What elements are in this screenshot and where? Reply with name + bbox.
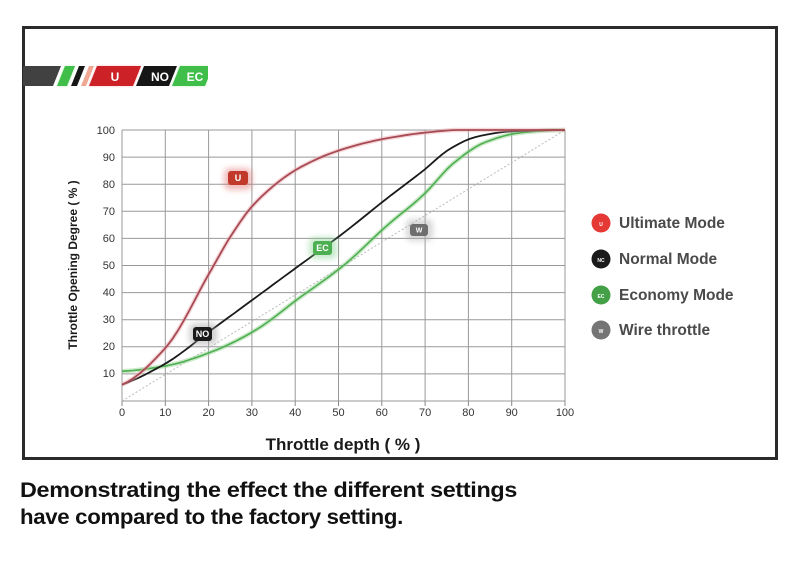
svg-text:50: 50: [332, 407, 344, 419]
svg-text:100: 100: [97, 125, 115, 137]
svg-text:40: 40: [103, 287, 115, 299]
svg-text:10: 10: [159, 407, 171, 419]
svg-text:30: 30: [103, 314, 115, 326]
svg-text:Ultimate Mode: Ultimate Mode: [619, 215, 725, 232]
svg-text:20: 20: [103, 341, 115, 353]
svg-text:Throttle Opening Degree ( % ): Throttle Opening Degree ( % ): [66, 180, 80, 349]
svg-text:Throttle depth ( % ): Throttle depth ( % ): [266, 435, 421, 454]
svg-text:80: 80: [103, 179, 115, 191]
svg-text:Normal Mode: Normal Mode: [619, 251, 718, 268]
svg-text:40: 40: [289, 407, 301, 419]
svg-text:50: 50: [103, 260, 115, 272]
svg-text:NC: NC: [597, 258, 605, 264]
svg-text:NO: NO: [196, 329, 210, 339]
svg-text:have compared to the factory s: have compared to the factory setting.: [20, 506, 403, 529]
svg-text:W: W: [599, 329, 604, 335]
svg-text:90: 90: [103, 152, 115, 164]
svg-text:W: W: [416, 228, 423, 235]
svg-text:30: 30: [246, 407, 258, 419]
svg-text:U: U: [599, 222, 603, 228]
svg-text:U: U: [235, 173, 242, 183]
svg-text:70: 70: [103, 206, 115, 218]
svg-text:Demonstrating the effect the d: Demonstrating the effect the different s…: [20, 479, 517, 502]
svg-text:Wire throttle: Wire throttle: [619, 322, 711, 339]
svg-text:100: 100: [556, 407, 574, 419]
svg-text:60: 60: [376, 407, 388, 419]
svg-text:60: 60: [103, 233, 115, 245]
svg-text:EC: EC: [316, 243, 329, 253]
svg-text:90: 90: [506, 407, 518, 419]
svg-text:80: 80: [462, 407, 474, 419]
svg-text:Economy Mode: Economy Mode: [619, 287, 734, 304]
svg-text:10: 10: [103, 368, 115, 380]
svg-text:0: 0: [119, 407, 125, 419]
svg-text:20: 20: [202, 407, 214, 419]
svg-text:70: 70: [419, 407, 431, 419]
svg-text:EC: EC: [598, 294, 605, 300]
